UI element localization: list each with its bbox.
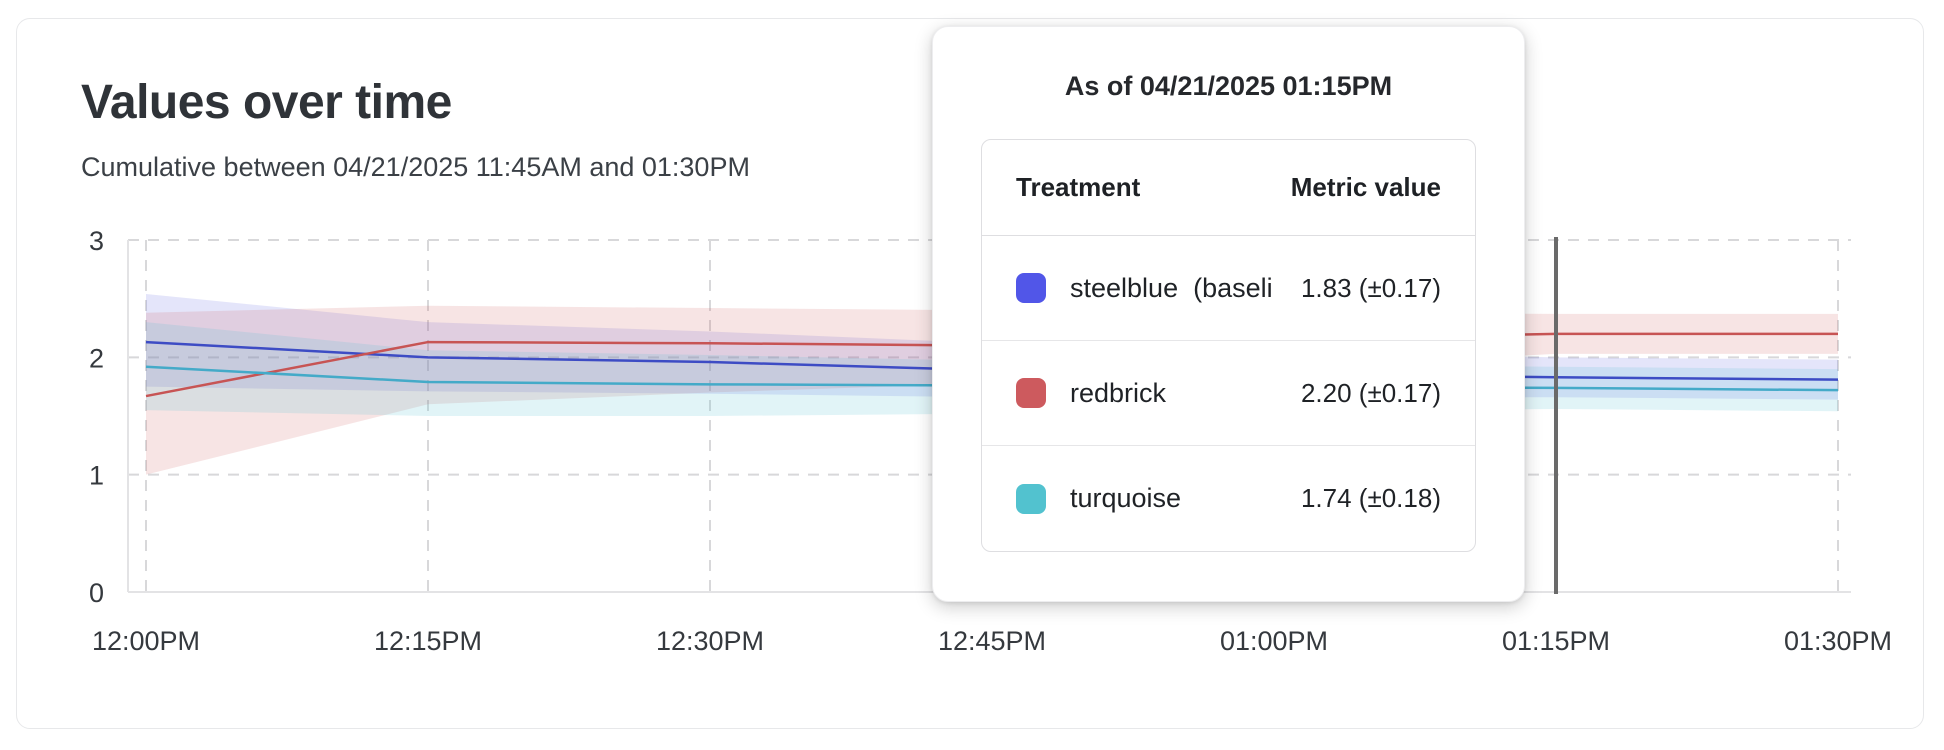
table-row-redbrick: redbrick 2.20 (±0.17) (982, 341, 1475, 446)
metric-value: 1.74 (±0.18) (1300, 483, 1441, 513)
tooltip-title: As of 04/21/2025 01:15PM (1064, 71, 1393, 101)
steelblue-color-swatch (1016, 273, 1046, 303)
column-header-metric-value: Metric value (1290, 172, 1441, 202)
redbrick-color-swatch (1016, 378, 1046, 408)
tooltip-table-header: Treatment Metric value (982, 140, 1475, 236)
metric-value: 1.83 (±0.17) (1300, 272, 1441, 303)
chart-hover-tooltip: As of 04/21/2025 01:15PM Treatment Metri… (932, 26, 1525, 602)
treatment-label: redbrick (1070, 377, 1167, 408)
column-header-treatment: Treatment (1016, 172, 1141, 202)
tooltip-table: Treatment Metric value steelblue (baseli… (981, 139, 1476, 552)
treatment-label: turquoise (1070, 483, 1182, 513)
page-title: Values over time (81, 76, 452, 129)
turquoise-color-swatch (1016, 483, 1046, 514)
table-row-steelblue: steelblue (baseli 1.83 (±0.17) (982, 236, 1475, 341)
treatment-label: steelblue (baseli (1070, 272, 1273, 303)
metric-value: 2.20 (±0.17) (1300, 377, 1441, 408)
table-row-turquoise: turquoise 1.74 (±0.18) (982, 446, 1475, 551)
page-subtitle: Cumulative between 04/21/2025 11:45AM an… (81, 152, 750, 182)
